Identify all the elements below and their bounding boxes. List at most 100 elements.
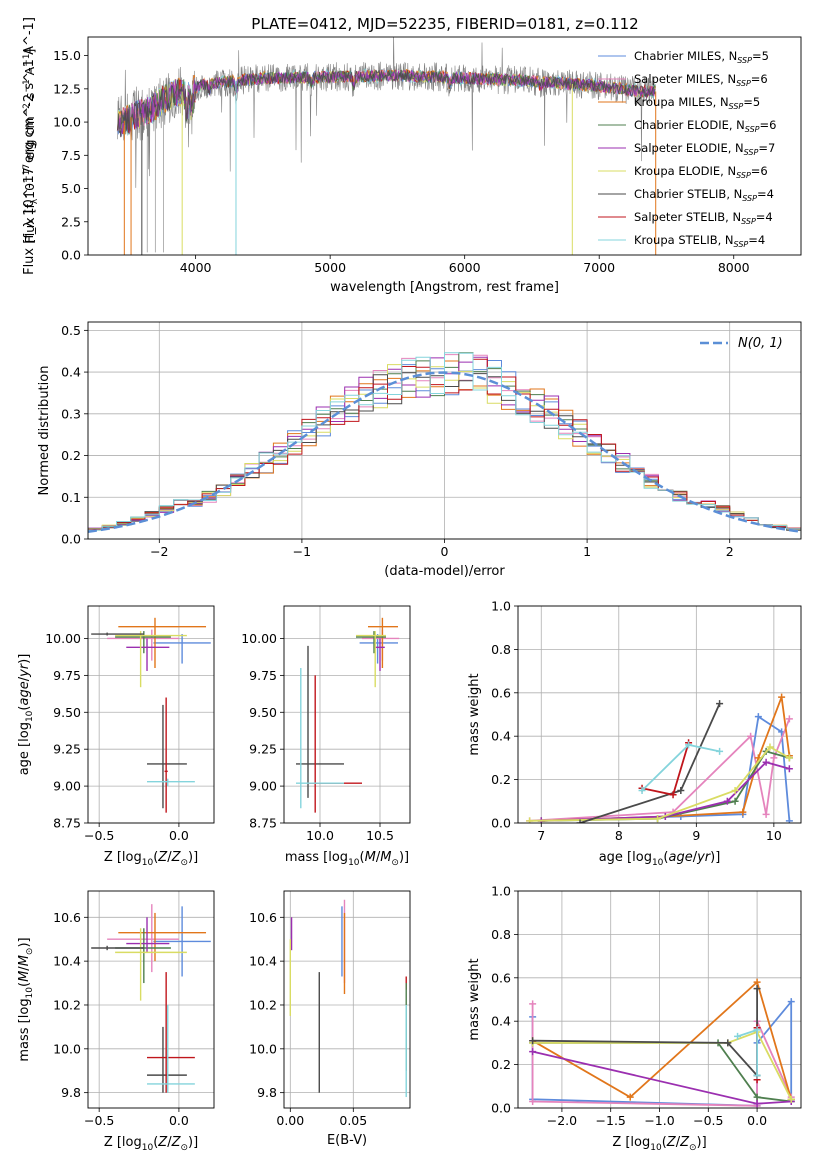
axes-frame <box>87 36 802 256</box>
y-tick-label: 9.50 <box>249 705 277 720</box>
y-tick-label: 9.8 <box>257 1085 277 1100</box>
legend-entry: Kroupa STELIB, NSSP=4 <box>634 233 765 249</box>
x-axis-label: wavelength [Angstrom, rest frame] <box>330 280 559 295</box>
y-tick-label: 10.00 <box>45 631 81 646</box>
weight-line-kroupa-elodie <box>532 1030 793 1100</box>
weight-marker <box>753 1071 761 1079</box>
y-tick-label: 10.6 <box>53 910 81 925</box>
y-tick-label: 0.2 <box>61 448 81 463</box>
x-tick-label: −1.5 <box>596 1113 626 1128</box>
weight-marker <box>753 1093 761 1101</box>
y-tick-label: 10.2 <box>53 997 81 1012</box>
y-axis-label: age [log10(age/yr)] <box>17 654 35 776</box>
weight-marker <box>785 817 793 823</box>
y-tick-label: 0.0 <box>61 248 81 263</box>
axes-frame <box>87 890 215 1109</box>
legend-entry: Kroupa ELODIE, NSSP=6 <box>634 164 768 180</box>
x-tick-label: 0.00 <box>276 1113 304 1128</box>
axes-massweight_vs_Z: −2.0 −1.5 −1.0 −0.5 0.0 0.0 0.2 0.4 0.6 0.8 1.0 mas… <box>467 884 802 1153</box>
plot-area-mass_vs_EBV <box>289 899 407 1098</box>
weight-marker <box>734 1032 742 1040</box>
x-tick-label: 5000 <box>314 260 346 275</box>
axes-frame <box>283 890 411 1109</box>
x-axis-label: Z [log10(Z/Z⊙)] <box>612 1135 706 1153</box>
plot-area-mass_vs_Z <box>91 904 211 1093</box>
weight-marker <box>787 1095 795 1103</box>
x-axis-label: (data-model)/error <box>384 564 505 579</box>
y-tick-label: 10.00 <box>241 631 277 646</box>
y-tick-label: 0.0 <box>491 816 511 831</box>
plot-area-age_vs_mass <box>296 617 400 813</box>
y-tick-label: 0.0 <box>61 532 81 547</box>
y-tick-label: 1.0 <box>491 884 511 899</box>
y-tick-label: 0.5 <box>61 323 81 338</box>
y-tick-label: 9.25 <box>53 742 81 757</box>
weight-marker <box>576 819 584 823</box>
legend-entry: Salpeter MILES, NSSP=6 <box>634 72 768 88</box>
x-tick-label: 0 <box>441 544 449 559</box>
y-tick-label: 9.50 <box>53 705 81 720</box>
x-tick-label: 8 <box>615 828 623 843</box>
x-tick-label: −0.5 <box>84 1113 114 1128</box>
y-tick-label: 0.4 <box>491 1014 511 1029</box>
x-axis-label: Z [log10(Z/Z⊙)] <box>104 850 198 868</box>
model-line-chabrier-stelib <box>117 69 656 138</box>
figure-title: PLATE=0412, MJD=52235, FIBERID=0181, z=0… <box>251 15 638 33</box>
weight-marker <box>731 786 739 794</box>
x-tick-label: −0.5 <box>693 1113 723 1128</box>
weight-marker <box>716 747 724 755</box>
weight-marker <box>753 1026 761 1034</box>
weight-marker <box>529 1048 537 1056</box>
y-tick-label: 0.0 <box>491 1101 511 1116</box>
plot-area-spectrum <box>116 37 657 255</box>
weight-marker <box>677 786 685 794</box>
y-tick-label: 0.6 <box>491 685 511 700</box>
axes-frame <box>87 605 215 824</box>
weight-marker <box>626 1093 634 1101</box>
weight-marker <box>529 1097 537 1105</box>
x-axis-label: age [log10(age/yr)] <box>599 850 721 868</box>
x-tick-label: 7 <box>537 828 545 843</box>
x-tick-label: 2 <box>726 544 734 559</box>
y-tick-label: 10.2 <box>249 997 277 1012</box>
x-axis-label: mass [log10(M/M⊙)] <box>285 850 409 868</box>
y-tick-label: 9.8 <box>61 1085 81 1100</box>
y-axis-label: mass weight <box>467 958 482 1040</box>
y-tick-label: 8.75 <box>249 816 277 831</box>
y-tick-label: 0.6 <box>491 970 511 985</box>
x-tick-label: 6000 <box>449 260 481 275</box>
weight-marker <box>723 797 731 805</box>
plot-area-age_vs_Z <box>91 617 211 813</box>
axes-mass_vs_EBV: 0.00 0.05 9.8 10.0 10.2 10.4 10.6 E(B-V) <box>249 890 411 1148</box>
y-tick-label: 12.5 <box>53 81 81 96</box>
weight-marker <box>785 754 793 762</box>
y-tick-label: 9.75 <box>249 668 277 683</box>
legend-entry: Kroupa MILES, NSSP=5 <box>634 95 760 111</box>
y-tick-label: 9.00 <box>249 779 277 794</box>
weight-marker <box>766 743 774 751</box>
y-tick-label: 10.6 <box>249 910 277 925</box>
weight-marker <box>787 998 795 1006</box>
y-tick-label: 0.2 <box>491 1057 511 1072</box>
weight-marker <box>778 693 786 701</box>
axes-age_vs_mass: 10.0 10.5 8.75 9.00 9.25 9.50 9.75 10.00 mass [l… <box>241 605 411 868</box>
weight-marker <box>762 758 770 766</box>
y-tick-label: 10.0 <box>249 1041 277 1056</box>
weight-marker <box>731 797 739 805</box>
axes-residuals: −2 −1 0 1 2 0.0 0.1 0.2 0.3 0.4 0.5 (data-model)/er… <box>37 321 802 579</box>
weight-marker <box>529 1000 537 1008</box>
axes-massweight_vs_age: 7 8 9 10 0.0 0.2 0.4 0.6 0.8 1.0 mass weight age [l… <box>467 599 802 868</box>
legend-entry: Chabrier STELIB, NSSP=4 <box>634 187 774 203</box>
axes-frame <box>87 321 802 540</box>
legend-entry: Chabrier MILES, NSSP=5 <box>634 49 769 65</box>
y-tick-label: 15.0 <box>53 48 81 63</box>
weight-marker <box>785 715 793 723</box>
weight-marker <box>753 1100 761 1108</box>
x-tick-label: 10 <box>766 828 782 843</box>
x-axis-label: E(B-V) <box>327 1133 367 1148</box>
y-axis-label: Normed distribution <box>37 366 52 496</box>
axes-frame <box>517 890 802 1109</box>
weight-marker <box>716 700 724 708</box>
y-tick-label: 9.00 <box>53 779 81 794</box>
